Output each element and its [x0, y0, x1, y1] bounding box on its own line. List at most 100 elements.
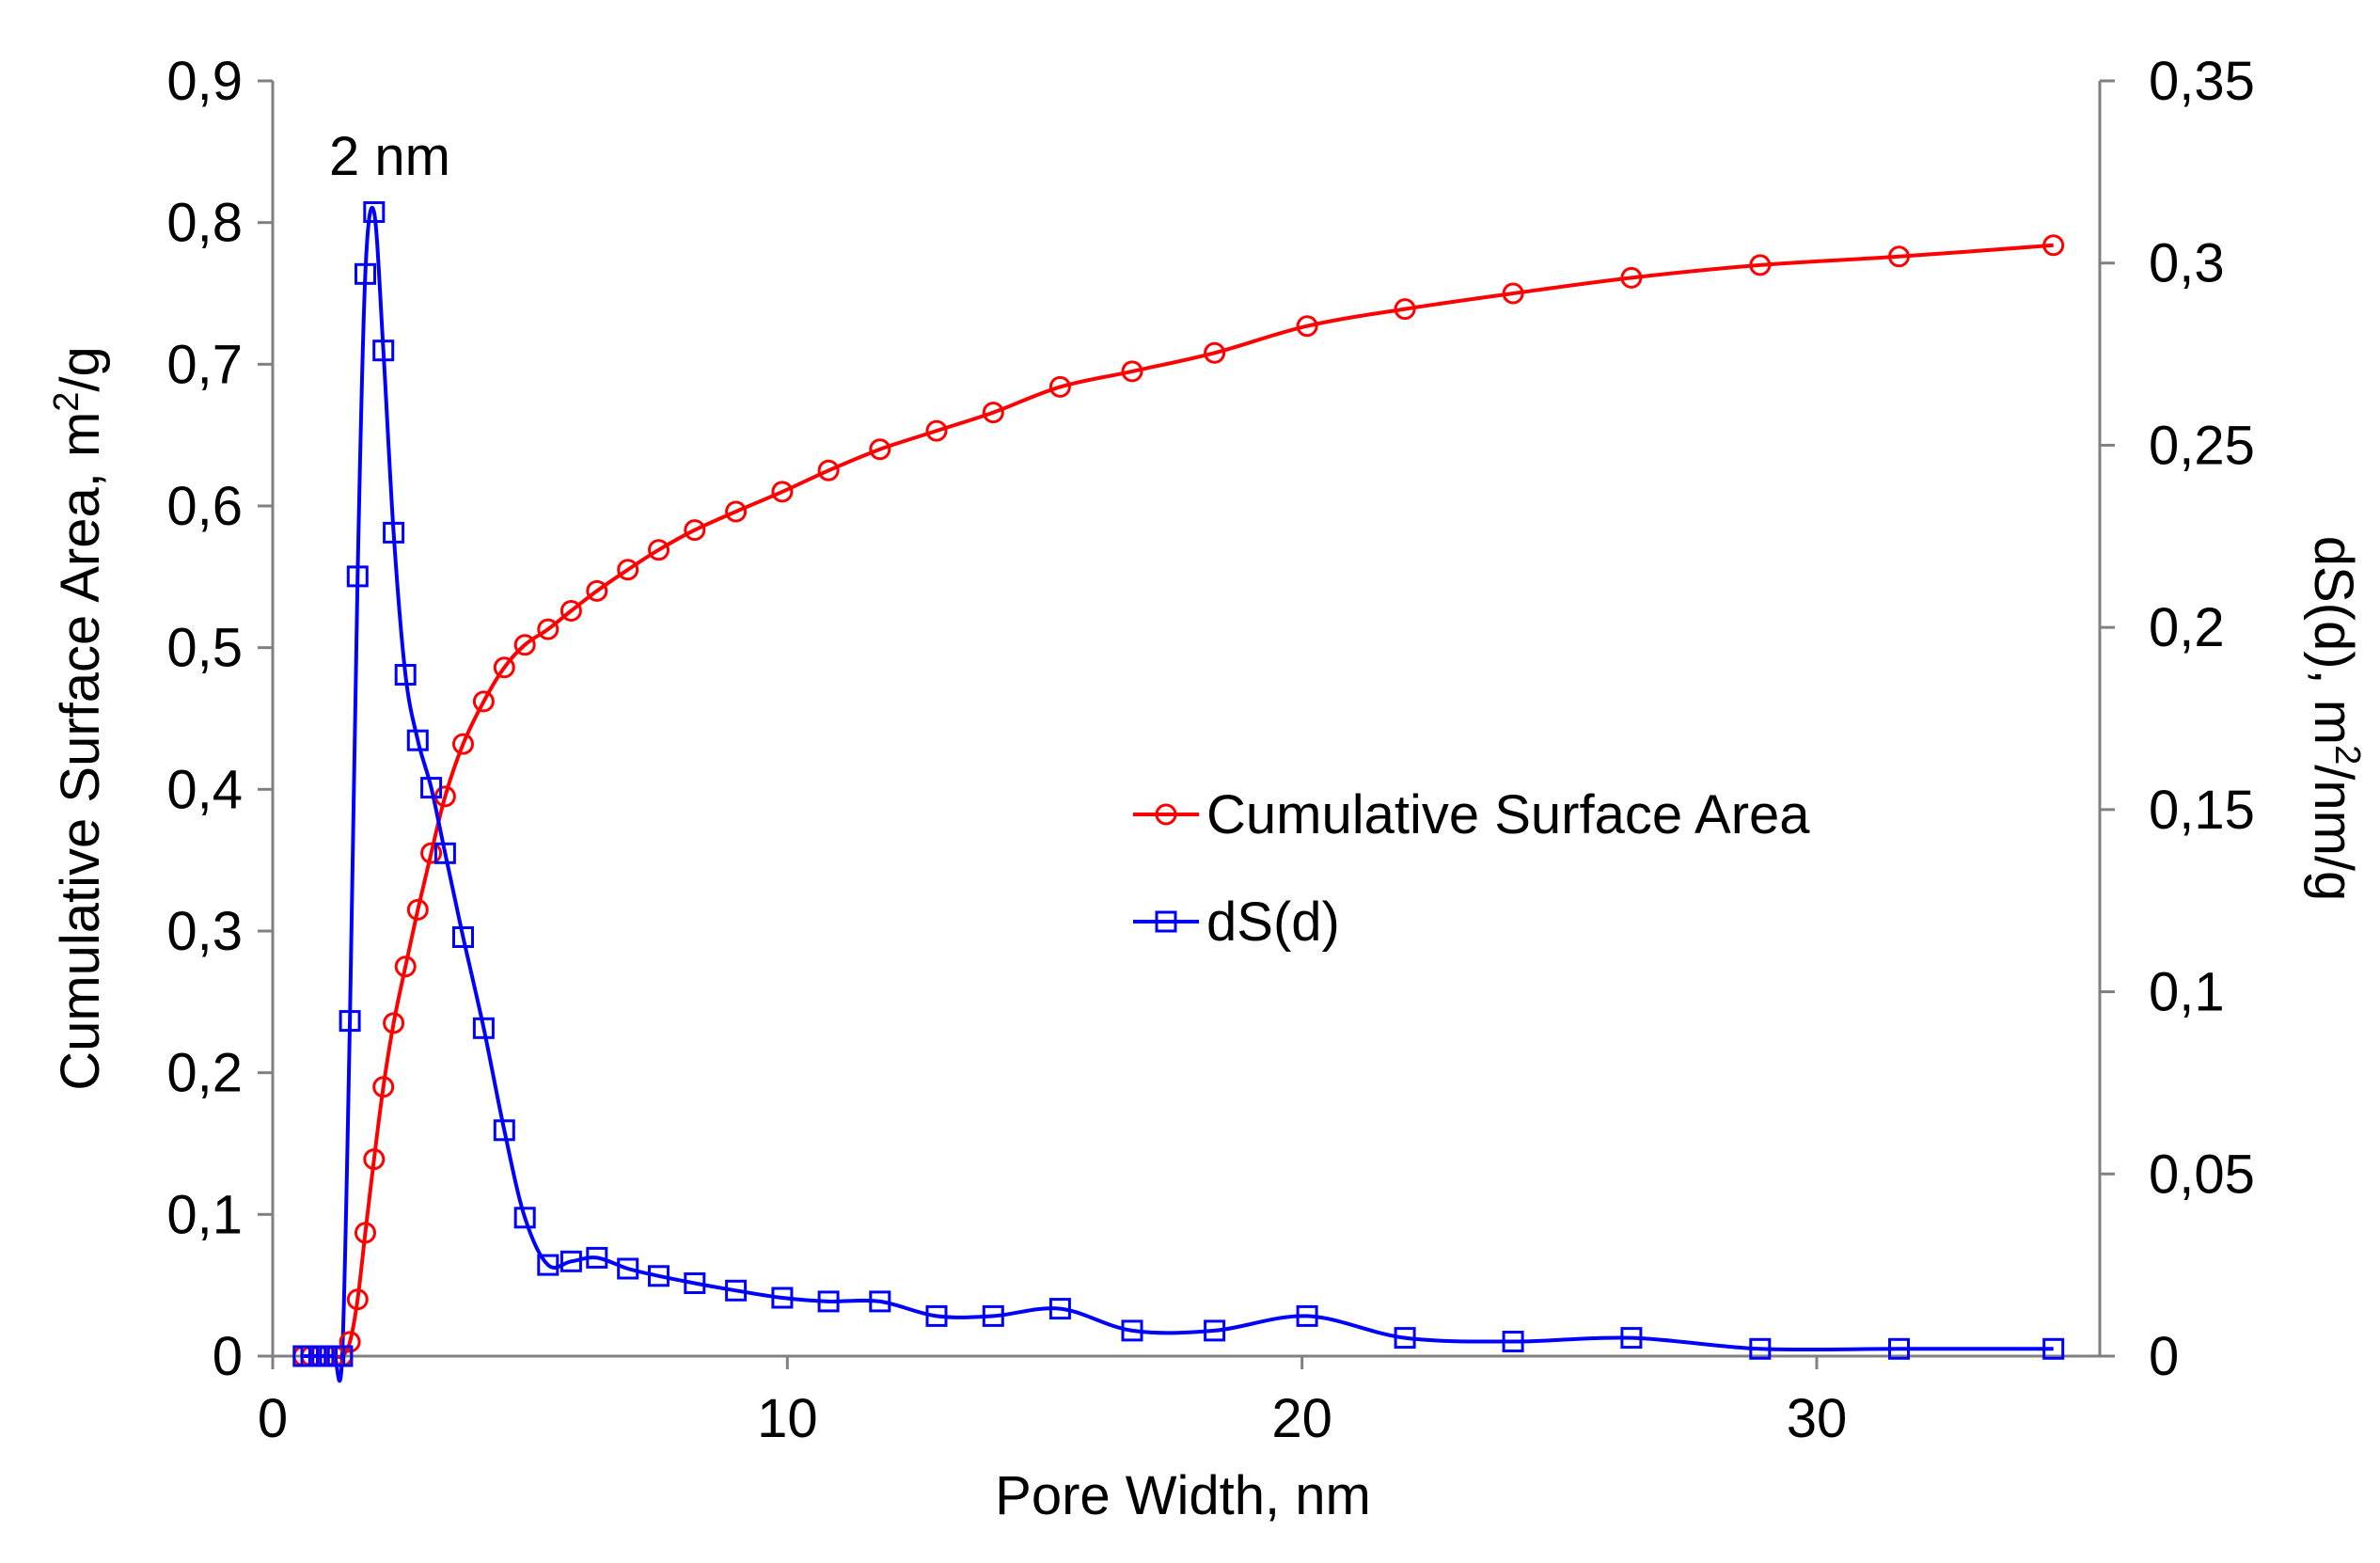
data-point-ds — [1888, 1337, 1910, 1360]
data-point-cumulative — [339, 1331, 361, 1353]
y-right-tick-label: 0,2 — [2149, 597, 2225, 658]
data-point-cumulative — [869, 438, 891, 461]
data-point-ds — [433, 842, 456, 864]
legend-marker-ds — [1155, 910, 1177, 933]
data-point-cumulative — [925, 419, 948, 442]
data-point-ds — [648, 1265, 670, 1287]
peak-annotation: 2 nm — [329, 126, 450, 187]
y-left-tick-label: 0,9 — [166, 51, 243, 112]
series-line-ds — [303, 205, 2054, 1383]
data-point-cumulative — [771, 481, 794, 503]
data-point-ds — [363, 201, 386, 223]
data-point-ds — [420, 777, 443, 799]
data-point-cumulative — [1394, 298, 1416, 321]
data-point-cumulative — [617, 559, 639, 581]
data-point-ds — [869, 1290, 891, 1313]
data-point-ds — [346, 565, 369, 588]
data-point-ds — [472, 1017, 495, 1039]
data-point-ds — [771, 1287, 794, 1309]
data-point-cumulative — [586, 579, 608, 602]
data-point-ds — [586, 1246, 608, 1269]
data-point-cumulative — [648, 539, 670, 561]
y-left-tick-label: 0,2 — [166, 1043, 243, 1104]
data-point-cumulative — [452, 733, 474, 755]
data-point-cumulative — [1888, 245, 1910, 268]
legend: Cumulative Surface Area dS(d) — [1133, 784, 1810, 953]
series-line-cumulative — [303, 243, 2054, 1360]
data-point-cumulative — [394, 955, 417, 978]
data-point-cumulative — [2042, 234, 2065, 257]
data-point-cumulative — [363, 1148, 386, 1171]
data-point-ds — [383, 521, 405, 544]
y-right-tick-label: 0,3 — [2149, 233, 2225, 294]
y-right-tick-label: 0,05 — [2149, 1144, 2255, 1205]
data-point-cumulative — [420, 842, 443, 864]
y-left-axis-title-suffix: /g — [50, 346, 111, 391]
data-point-cumulative — [513, 634, 536, 656]
x-tick-label: 30 — [1787, 1388, 1848, 1449]
data-point-ds — [331, 1345, 354, 1367]
data-point-ds — [394, 664, 417, 686]
y-right-axis-title-sup: 2 — [2327, 745, 2367, 765]
data-point-ds — [339, 1010, 361, 1033]
data-point-ds — [817, 1290, 840, 1313]
data-point-cumulative — [1048, 375, 1071, 398]
ticks: 0 10 20 30 0 0,1 0,2 0,3 0,4 0,5 0,6 0,7 0,8 0,9 0 0,05… — [166, 51, 2255, 1449]
y-right-tick-label: 0,35 — [2149, 51, 2255, 112]
x-tick-label: 0 — [258, 1388, 288, 1449]
y-left-axis-title: Cumulative Surface Area, m2/g — [47, 346, 111, 1091]
data-point-ds — [617, 1257, 639, 1280]
data-point-ds — [1296, 1304, 1318, 1327]
data-point-ds — [1048, 1298, 1071, 1320]
data-point-ds — [1394, 1327, 1416, 1350]
legend-label-ds: dS(d) — [1206, 892, 1340, 953]
x-axis-title: Pore Width, nm — [995, 1465, 1371, 1526]
data-point-ds — [1749, 1337, 1772, 1360]
y-right-axis-title-suffix: /nm/g — [2303, 765, 2364, 901]
data-point-cumulative — [1296, 315, 1318, 338]
data-point-ds — [2042, 1337, 2065, 1360]
data-point-cumulative — [346, 1288, 369, 1311]
data-point-cumulative — [537, 618, 560, 640]
y-right-axis-title: dS(d), m2/nm/g — [2303, 536, 2367, 902]
y-left-tick-label: 0,6 — [166, 476, 243, 537]
data-point-ds — [1121, 1319, 1143, 1342]
data-point-cumulative — [560, 600, 582, 622]
data-point-cumulative — [1620, 266, 1643, 289]
series-lines — [303, 205, 2054, 1383]
data-point-ds — [1502, 1331, 1524, 1352]
data-point-cumulative — [1749, 254, 1772, 276]
x-tick-label: 20 — [1271, 1388, 1332, 1449]
y-right-tick-label: 0,25 — [2149, 415, 2255, 476]
data-point-ds — [925, 1304, 948, 1327]
y-left-tick-label: 0,5 — [166, 618, 243, 679]
data-point-ds — [513, 1207, 536, 1229]
data-point-ds — [372, 339, 395, 362]
data-point-cumulative — [355, 1222, 376, 1244]
data-point-ds — [982, 1304, 1004, 1327]
x-tick-label: 10 — [757, 1388, 818, 1449]
y-right-tick-label: 0,1 — [2149, 962, 2225, 1023]
data-point-ds — [537, 1254, 560, 1276]
y-left-tick-label: 0,1 — [166, 1184, 243, 1245]
data-point-ds — [684, 1272, 706, 1294]
data-point-ds — [1204, 1319, 1226, 1342]
series-markers — [292, 201, 2065, 1367]
legend-label-cumulative: Cumulative Surface Area — [1206, 784, 1810, 845]
y-left-axis-title-sup: 2 — [47, 392, 87, 412]
y-left-tick-label: 0,3 — [166, 901, 243, 962]
y-right-axis-title-main: dS(d), m — [2303, 536, 2364, 745]
data-point-ds — [355, 262, 376, 285]
y-left-tick-label: 0,7 — [166, 334, 243, 395]
data-point-ds — [560, 1250, 582, 1272]
data-point-ds — [493, 1119, 515, 1142]
data-point-cumulative — [372, 1076, 395, 1098]
data-point-cumulative — [982, 402, 1004, 424]
data-point-ds — [725, 1279, 748, 1302]
data-point-cumulative — [725, 500, 748, 523]
y-left-axis-title-main: Cumulative Surface Area, m — [50, 412, 111, 1091]
data-point-cumulative — [383, 1012, 405, 1034]
data-point-cumulative — [406, 898, 429, 921]
data-point-ds — [1620, 1327, 1643, 1350]
